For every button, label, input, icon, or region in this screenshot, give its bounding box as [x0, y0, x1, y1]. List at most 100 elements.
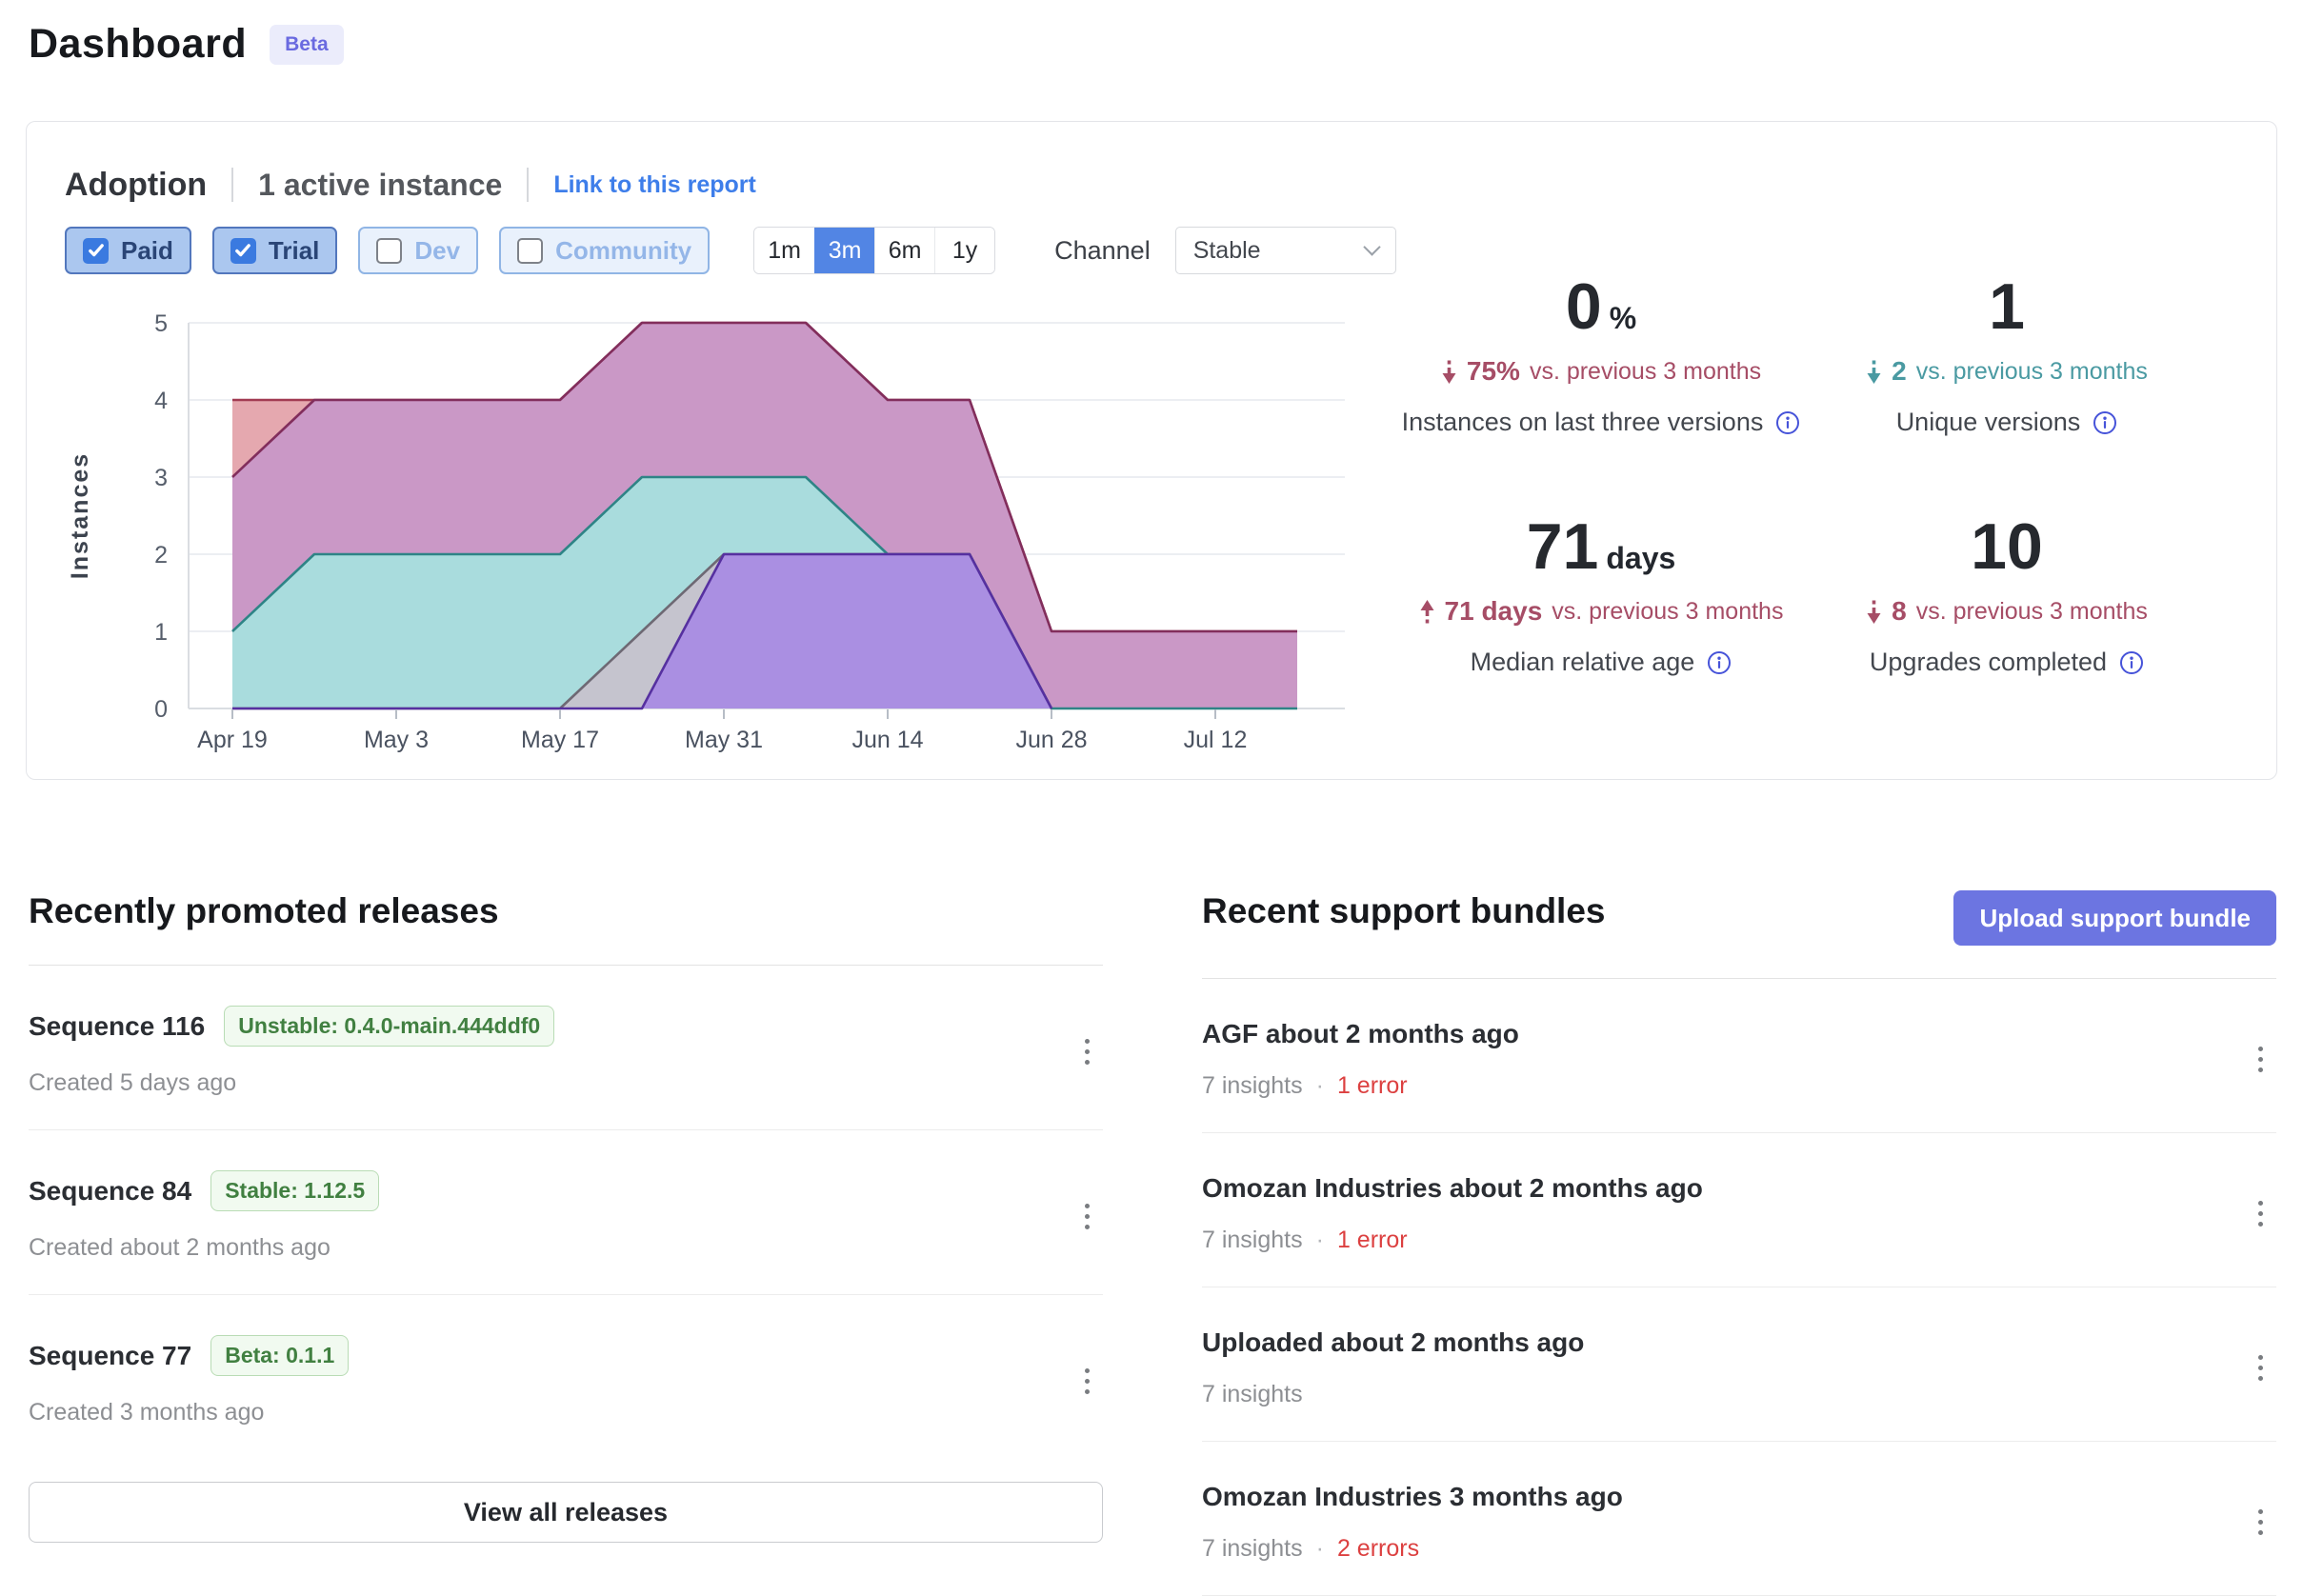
bundle-row-omozan-industries-about-2-months-ago: Omozan Industries about 2 months ago 7 in… — [1202, 1133, 2276, 1287]
filter-label: Trial — [268, 235, 320, 265]
info-icon[interactable] — [2093, 410, 2117, 435]
range-1y[interactable]: 1y — [934, 228, 995, 273]
filter-label: Paid — [121, 235, 173, 265]
stat-value: 0 — [1565, 270, 1602, 343]
svg-text:May 3: May 3 — [364, 727, 429, 753]
filter-checkbox-community — [517, 237, 544, 264]
stat-change: 71 days vs. previous 3 months — [1398, 596, 1804, 627]
bundle-meta: 7 insights — [1202, 1381, 1584, 1408]
bundle-error-count: 2 errors — [1336, 1535, 1420, 1562]
release-row-menu[interactable] — [1071, 1029, 1103, 1074]
channel-control: Channel Stable — [1054, 227, 1396, 274]
purple-area — [232, 554, 1051, 708]
bundle-row-content: AGF about 2 months ago 7 insights · 1 error — [1202, 1019, 1519, 1100]
releases-section: Recently promoted releases Sequence 116 U… — [29, 890, 1103, 1596]
stat-change-value: 8 — [1892, 596, 1907, 626]
down-arrow-icon — [1867, 600, 1881, 624]
info-icon[interactable] — [2119, 650, 2144, 675]
bundle-meta: 7 insights · 2 errors — [1202, 1535, 1623, 1563]
filter-label: Dev — [414, 235, 461, 265]
svg-text:5: 5 — [154, 310, 168, 337]
release-row-content: Sequence 116 Unstable: 0.4.0-main.444ddf0… — [29, 1006, 555, 1097]
bundle-title: Uploaded about 2 months ago — [1202, 1327, 1585, 1357]
filter-dev[interactable]: Dev — [358, 227, 479, 274]
filter-paid[interactable]: Paid — [65, 227, 191, 274]
meta-separator-dot: · — [1315, 1227, 1324, 1253]
bundle-error-count: 1 error — [1336, 1072, 1408, 1099]
stat-value-line: 1 — [1804, 274, 2210, 339]
down-arrow-icon — [1867, 360, 1881, 384]
stat-label: Upgrades completed — [1804, 648, 2210, 677]
view-all-releases-button[interactable]: View all releases — [29, 1482, 1103, 1544]
adoption-chart-svg: Apr 19 May 3 May 17 May 31 Jun 14 Jun 28 Jul 1… — [67, 310, 1345, 753]
upload-support-bundle-button[interactable]: Upload support bundle — [1953, 890, 2276, 946]
release-row-menu[interactable] — [1071, 1194, 1103, 1239]
stat-value: 10 — [1971, 510, 2043, 583]
meta-separator-dot: · — [1315, 1072, 1324, 1099]
release-title-line: Sequence 77 Beta: 0.1.1 — [29, 1335, 350, 1377]
range-1m[interactable]: 1m — [754, 228, 815, 273]
bundle-insights-count: 7 insights — [1202, 1227, 1303, 1253]
release-row-sequence-116: Sequence 116 Unstable: 0.4.0-main.444ddf0… — [29, 966, 1103, 1131]
range-6m[interactable]: 6m — [874, 228, 935, 273]
stat-label: Instances on last three versions — [1398, 408, 1804, 437]
stat-label-text: Unique versions — [1895, 408, 2081, 436]
chevron-down-icon — [1362, 238, 1381, 256]
adoption-filter-row: Paid Trial Dev Community 1m 3m 6m 1y Channel S… — [65, 227, 2276, 274]
svg-text:May 17: May 17 — [521, 727, 599, 753]
info-icon[interactable] — [1775, 410, 1800, 435]
release-row-menu[interactable] — [1071, 1359, 1103, 1404]
svg-text:1: 1 — [154, 619, 168, 646]
bundle-row-content: Omozan Industries about 2 months ago 7 in… — [1202, 1173, 1703, 1254]
stat-value-line: 71 days — [1398, 514, 1804, 579]
adoption-area-chart: Apr 19 May 3 May 17 May 31 Jun 14 Jun 28 Jul 1… — [65, 274, 1398, 765]
bundle-error-count: 1 error — [1336, 1227, 1408, 1253]
stat-change-value: 2 — [1892, 356, 1907, 386]
bundle-row-content: Omozan Industries 3 months ago 7 insights… — [1202, 1482, 1623, 1563]
release-title: Sequence 116 — [29, 1010, 206, 1041]
release-row-sequence-77: Sequence 77 Beta: 0.1.1 Created 3 months a… — [29, 1295, 1103, 1459]
divider — [231, 168, 234, 202]
svg-text:0: 0 — [154, 696, 168, 723]
svg-text:Jun 28: Jun 28 — [1015, 727, 1087, 753]
page-title: Dashboard — [29, 21, 248, 67]
release-title: Sequence 77 — [29, 1340, 192, 1370]
bundle-row-menu[interactable] — [2245, 1346, 2276, 1390]
stat-value-line: 10 — [1804, 514, 2210, 579]
svg-text:3: 3 — [154, 465, 168, 491]
page-header: Dashboard Beta — [0, 0, 2303, 68]
releases-heading: Recently promoted releases — [29, 891, 499, 930]
stat-change: 75% vs. previous 3 months — [1398, 356, 1804, 387]
bundle-row-uploaded-about-2-months-ago: Uploaded about 2 months ago 7 insights — [1202, 1287, 2276, 1442]
release-channel-badge: Stable: 1.12.5 — [210, 1170, 380, 1212]
stat-change: 8 vs. previous 3 months — [1804, 596, 2210, 627]
bundle-row-menu[interactable] — [2245, 1500, 2276, 1545]
release-row-content: Sequence 84 Stable: 1.12.5 Created about 2… — [29, 1170, 380, 1262]
bundle-row-menu[interactable] — [2245, 1191, 2276, 1236]
bundles-heading: Recent support bundles — [1202, 891, 1606, 930]
stat-change-text: vs. previous 3 months — [1915, 357, 2148, 385]
adoption-card-body: Apr 19 May 3 May 17 May 31 Jun 14 Jun 28 Jul 1… — [65, 274, 2276, 765]
bundle-insights-count: 7 insights — [1202, 1381, 1303, 1407]
stat-value-suffix: days — [1606, 541, 1676, 575]
channel-select[interactable]: Stable — [1174, 227, 1396, 274]
svg-text:Jul 12: Jul 12 — [1184, 727, 1248, 753]
check-icon — [88, 244, 104, 257]
filter-trial[interactable]: Trial — [211, 227, 338, 274]
stat-value: 1 — [1989, 270, 2025, 343]
link-to-this-report[interactable]: Link to this report — [553, 170, 756, 198]
release-title-line: Sequence 84 Stable: 1.12.5 — [29, 1170, 380, 1212]
stat-change-value: 75% — [1466, 356, 1520, 386]
range-3m[interactable]: 3m — [814, 228, 875, 273]
bundle-list: AGF about 2 months ago 7 insights · 1 error… — [1202, 979, 2276, 1596]
filter-community[interactable]: Community — [499, 227, 711, 274]
channel-selected-value: Stable — [1192, 236, 1261, 264]
divider — [527, 168, 530, 202]
meta-separator-dot: · — [1315, 1535, 1324, 1562]
info-icon[interactable] — [1707, 650, 1732, 675]
release-row-content: Sequence 77 Beta: 0.1.1 Created 3 months a… — [29, 1335, 350, 1426]
release-title-line: Sequence 116 Unstable: 0.4.0-main.444ddf0 — [29, 1006, 555, 1047]
active-instance-count: 1 active instance — [258, 167, 503, 202]
bundle-row-menu[interactable] — [2245, 1037, 2276, 1082]
bundles-section: Recent support bundles Upload support bu… — [1202, 890, 2276, 1596]
